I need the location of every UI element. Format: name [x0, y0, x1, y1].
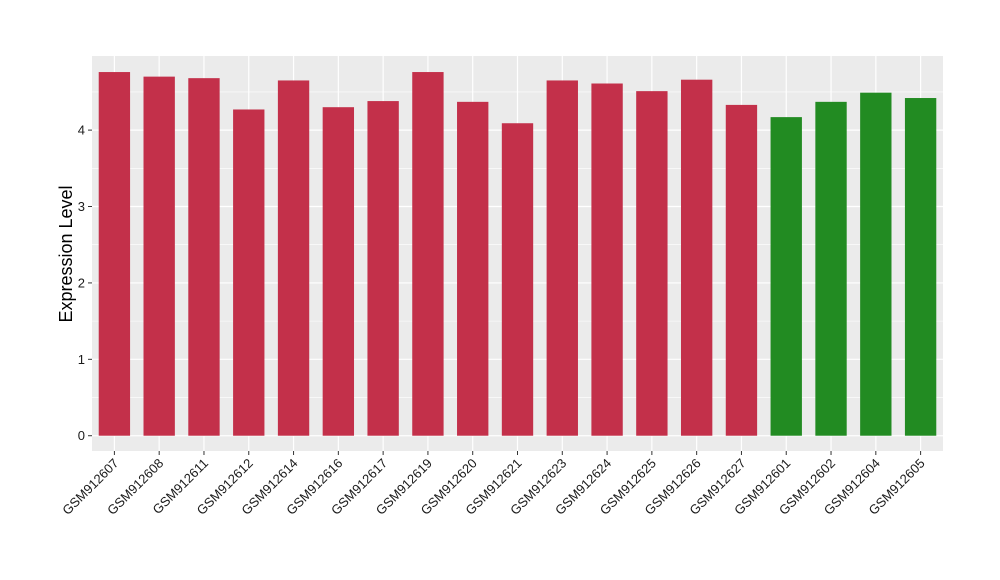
bar: [591, 83, 623, 436]
bar: [815, 101, 847, 436]
bar: [98, 72, 131, 436]
y-axis-title: Expression Level: [56, 185, 76, 322]
y-tick-label: 4: [78, 123, 85, 138]
bar: [322, 107, 355, 436]
bar: [367, 101, 399, 436]
x-axis-ticks: GSM912607GSM912608GSM912611GSM912612GSM9…: [59, 451, 928, 518]
bar: [188, 78, 220, 436]
bar: [904, 98, 937, 436]
bar: [546, 80, 578, 436]
y-tick-label: 1: [78, 352, 85, 367]
bar: [277, 80, 310, 436]
bar: [412, 72, 444, 436]
bar: [636, 91, 668, 436]
bar: [501, 123, 534, 436]
bar: [233, 109, 265, 436]
bar: [860, 92, 892, 436]
bar: [680, 79, 713, 436]
bars: [98, 72, 937, 436]
bar: [457, 101, 489, 436]
bar: [143, 76, 175, 436]
bar: [725, 104, 758, 436]
y-axis-ticks: 0 1 2 3 4: [78, 123, 92, 443]
y-tick-label: 2: [78, 275, 85, 290]
bar: [770, 117, 802, 436]
y-tick-label: 3: [78, 199, 85, 214]
y-tick-label: 0: [78, 428, 85, 443]
